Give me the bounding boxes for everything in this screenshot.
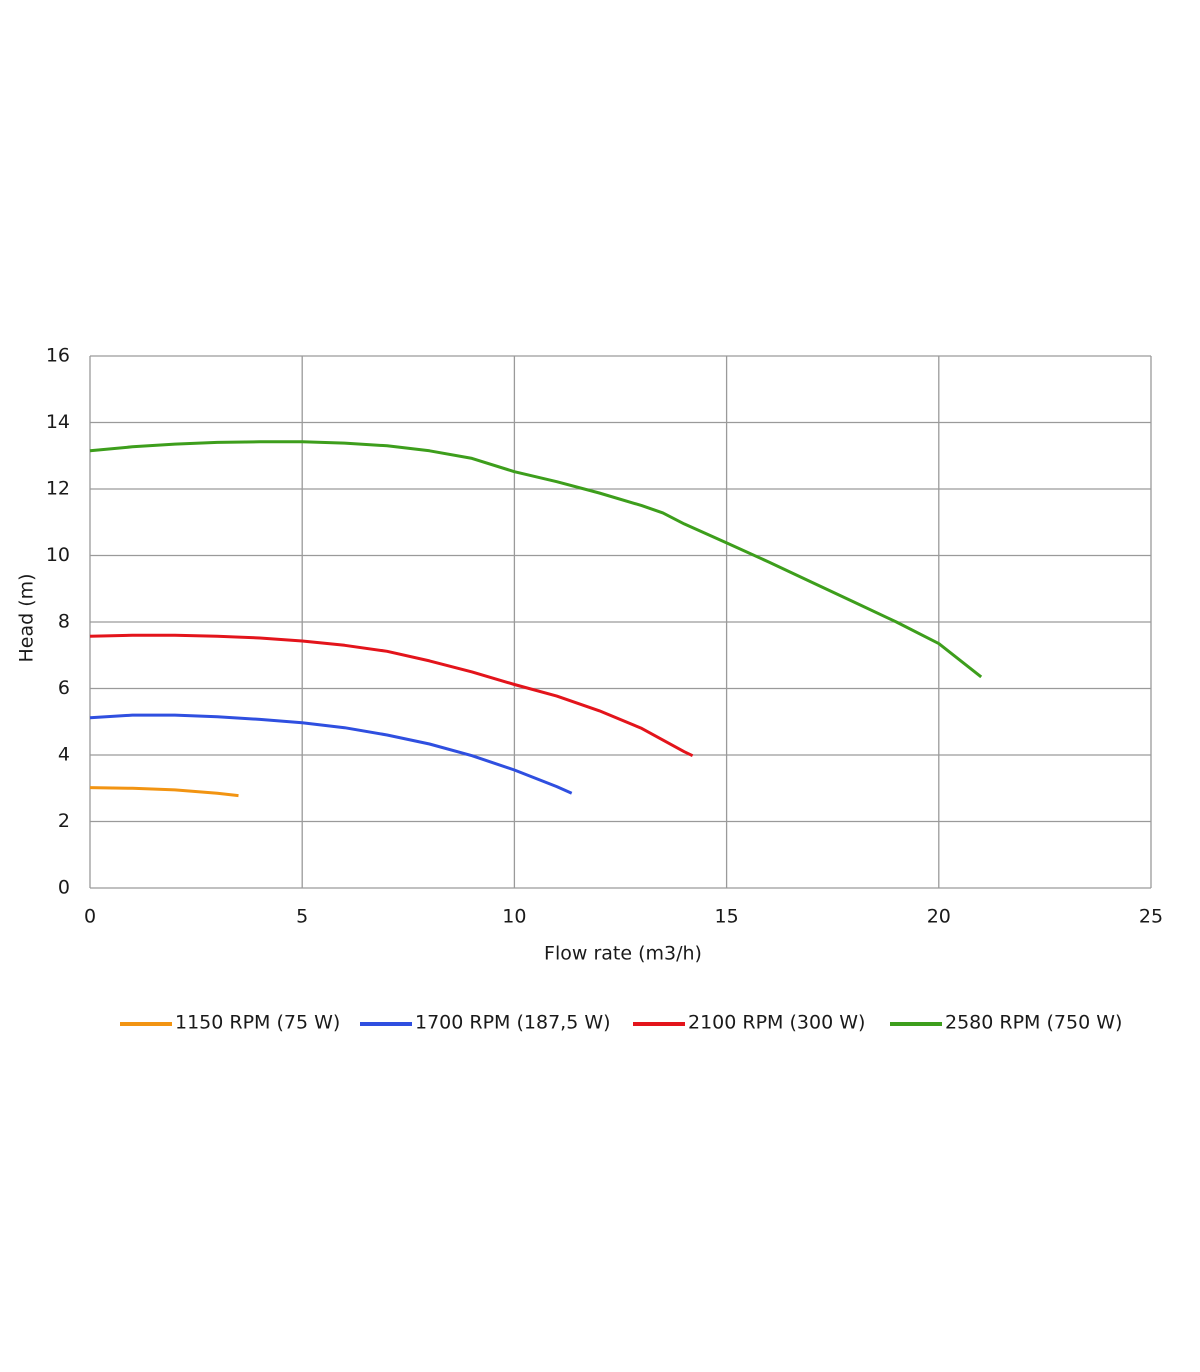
x-tick-label: 15 <box>715 906 739 928</box>
x-tick-label: 25 <box>1139 906 1163 928</box>
y-tick-label: 12 <box>46 478 70 500</box>
x-axis-label: Flow rate (m3/h) <box>544 943 702 965</box>
legend-label: 2100 RPM (300 W) <box>688 1012 865 1034</box>
y-tick-label: 14 <box>46 411 70 433</box>
legend-label: 1150 RPM (75 W) <box>175 1012 340 1034</box>
series-line <box>89 440 983 679</box>
x-tick-label: 20 <box>927 906 951 928</box>
x-tick-label: 5 <box>296 906 308 928</box>
y-tick-label: 0 <box>58 877 70 899</box>
series-line <box>89 786 239 798</box>
series-line <box>89 633 694 758</box>
x-tick-label: 0 <box>84 906 96 928</box>
y-axis-label: Head (m) <box>16 573 38 662</box>
y-tick-label: 4 <box>58 744 70 766</box>
legend-label: 2580 RPM (750 W) <box>945 1012 1122 1034</box>
y-tick-label: 16 <box>46 345 70 367</box>
y-tick-label: 8 <box>58 611 70 633</box>
x-tick-label: 10 <box>502 906 526 928</box>
legend-label: 1700 RPM (187,5 W) <box>415 1012 611 1034</box>
y-tick-label: 6 <box>58 677 70 699</box>
series-line <box>89 713 573 795</box>
y-tick-label: 10 <box>46 544 70 566</box>
y-tick-label: 2 <box>58 810 70 832</box>
